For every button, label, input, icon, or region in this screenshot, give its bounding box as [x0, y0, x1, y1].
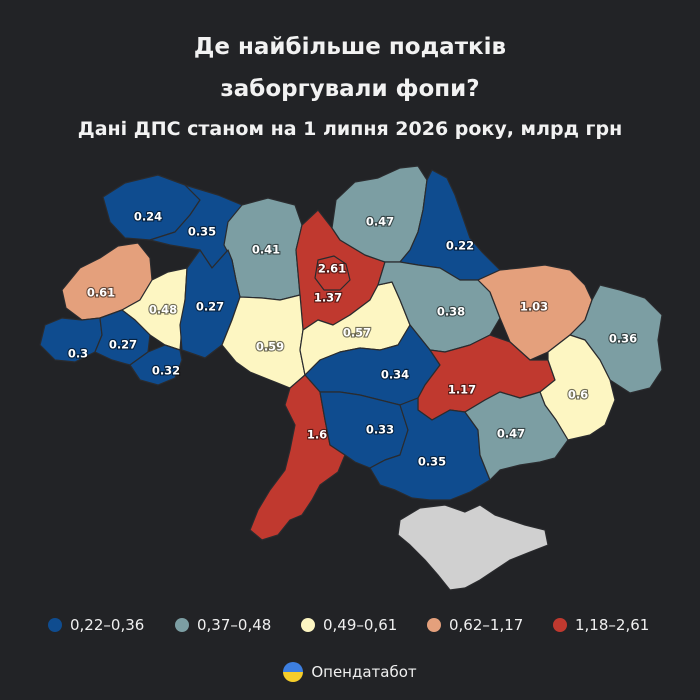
value-label-mykolaiv: 0.33: [366, 423, 394, 437]
title-line-1: Де найбільше податків: [193, 34, 507, 60]
region-chernivtsi: [129, 344, 183, 386]
value-label-ivano-frankivsk: 0.27: [109, 338, 137, 352]
value-label-zakarpattia: 0.3: [68, 347, 88, 361]
legend-swatch: [301, 618, 315, 632]
brand: Опендатабот: [0, 660, 700, 684]
value-label-kyiv-oblast: 1.37: [314, 291, 342, 305]
legend-label: 0,49–0,61: [323, 616, 398, 634]
chart-subtitle: Дані ДПС станом на 1 липня 2026 року, мл…: [77, 118, 623, 140]
value-label-kherson: 0.35: [418, 455, 446, 469]
value-label-chernihiv: 0.47: [366, 215, 394, 229]
chart-title: Де найбільше податків заборгували фопи?: [0, 26, 700, 110]
region-donetsk: [539, 334, 616, 441]
region-kherson: [369, 397, 491, 501]
legend-label: 0,62–1,17: [449, 616, 524, 634]
value-label-odesa: 1.6: [307, 428, 327, 442]
legend-swatch: [427, 618, 441, 632]
value-label-chernivtsi: 0.32: [152, 364, 180, 378]
value-label-zaporizhzhia: 0.47: [497, 427, 525, 441]
value-label-rivne: 0.35: [188, 225, 216, 239]
legend-label: 1,18–2,61: [575, 616, 650, 634]
opendatabot-logo-icon: [283, 662, 304, 682]
value-label-kirovohrad: 0.34: [381, 368, 409, 382]
legend-label: 0,37–0,48: [197, 616, 272, 634]
value-label-kharkiv: 1.03: [520, 300, 548, 314]
value-label-dnipropetrovsk: 1.17: [448, 383, 476, 397]
value-label-ternopil: 0.48: [149, 303, 177, 317]
region-kyiv-city: [314, 255, 351, 291]
value-label-vinnytsia: 0.59: [256, 340, 284, 354]
region-crimea: [397, 504, 549, 591]
legend: 0,22–0,36 0,37–0,48 0,49–0,61 0,62–1,17 …: [0, 613, 700, 637]
legend-swatch: [175, 618, 189, 632]
legend-item: 0,37–0,48: [175, 613, 271, 637]
value-label-lviv: 0.61: [87, 286, 115, 300]
value-label-khmelnytskyi: 0.27: [196, 300, 224, 314]
value-label-sumy: 0.22: [446, 239, 474, 253]
legend-item: 0,62–1,17: [427, 613, 523, 637]
region-zaporizhzhia: [464, 391, 569, 481]
legend-swatch: [48, 618, 62, 632]
value-label-poltava: 0.38: [437, 305, 465, 319]
legend-item: 1,18–2,61: [553, 613, 649, 637]
value-label-zhytomyr: 0.41: [252, 243, 280, 257]
legend-item: 0,49–0,61: [301, 613, 397, 637]
value-label-kyiv-city: 2.61: [318, 262, 346, 276]
legend-label: 0,22–0,36: [70, 616, 145, 634]
legend-swatch: [553, 618, 567, 632]
brand-name: Опендатабот: [311, 663, 417, 681]
title-line-2: заборгували фопи?: [220, 76, 480, 102]
legend-item: 0,22–0,36: [48, 613, 144, 637]
value-label-donetsk: 0.6: [568, 388, 588, 402]
value-label-volyn: 0.24: [134, 210, 162, 224]
value-label-cherkasy: 0.57: [343, 326, 371, 340]
value-label-luhansk: 0.36: [609, 332, 637, 346]
